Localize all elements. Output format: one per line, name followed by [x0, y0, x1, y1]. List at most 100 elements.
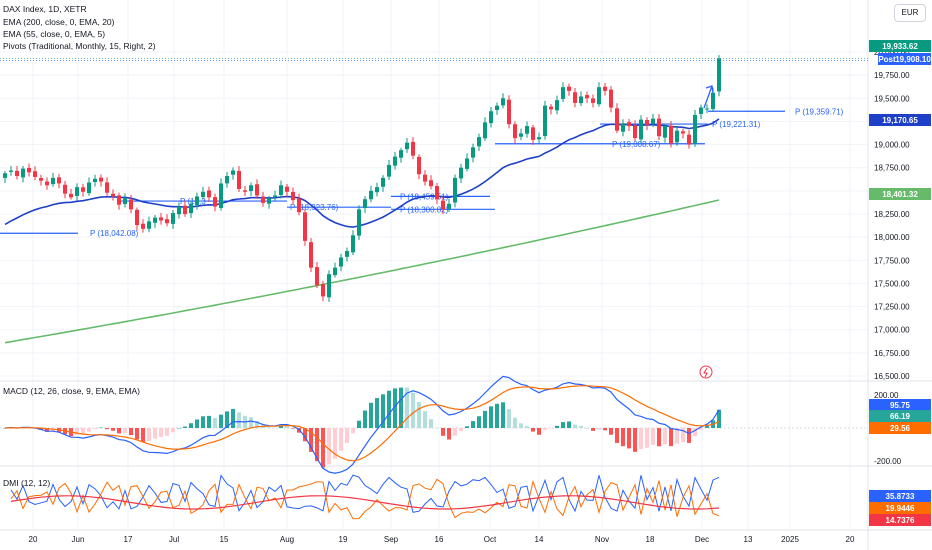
candle-body — [459, 167, 463, 179]
price-tick-label: 17,500.00 — [874, 279, 910, 288]
candle-body — [255, 184, 259, 196]
candle-body — [309, 242, 313, 268]
macd-signal-badge: 29.56 — [890, 424, 911, 433]
macd-histogram-bar — [183, 426, 187, 428]
macd-line — [4, 375, 720, 474]
candle-body — [675, 130, 679, 143]
macd-histogram-bar — [303, 428, 307, 442]
candle-body — [399, 150, 403, 158]
candle-body — [489, 111, 493, 124]
candle-body — [681, 131, 685, 134]
pivot-label: P (18,300.82) — [400, 205, 449, 214]
macd-histogram-bar — [207, 415, 211, 428]
candlestick-series[interactable] — [3, 55, 721, 302]
macd-histogram-bar — [597, 428, 601, 430]
macd-histogram-bar — [417, 402, 421, 428]
macd-histogram-bar — [171, 428, 175, 433]
candle-body — [471, 147, 475, 158]
candle-body — [711, 92, 715, 110]
macd-histogram-bar — [501, 402, 505, 428]
macd-histogram-bar — [471, 421, 475, 428]
macd-histogram-bar — [297, 428, 301, 433]
macd-histogram-bar — [519, 423, 523, 428]
candle-body — [315, 267, 319, 286]
candle-body — [291, 191, 295, 201]
legend-ema200[interactable]: EMA (200, close, 0, EMA, 20) — [3, 17, 115, 27]
macd-histogram-bar — [639, 428, 643, 450]
pivot-label: P (18,042.08) — [90, 229, 139, 238]
macd-histogram-bar — [393, 388, 397, 428]
macd-histogram-bar — [129, 428, 133, 436]
last-price-badge: 19,933.62 — [882, 42, 918, 51]
time-tick-label: Dec — [695, 535, 709, 544]
candle-body — [387, 164, 391, 177]
price-tick-label: 19,000.00 — [874, 141, 910, 150]
candle-body — [339, 257, 343, 267]
candle-body — [651, 118, 655, 124]
macd-histogram-bar — [435, 427, 439, 429]
macd-histogram-bar — [717, 409, 721, 428]
candle-body — [327, 274, 331, 298]
macd-histogram-bar — [615, 428, 619, 443]
ema-200-line[interactable] — [4, 199, 720, 344]
macd-histogram-bar — [489, 406, 493, 428]
macd-histogram-bar — [549, 428, 553, 429]
currency-button[interactable]: EUR — [894, 4, 926, 22]
macd-histogram-bar — [285, 426, 289, 428]
macd-histogram-bar — [153, 428, 157, 439]
legend-symbol[interactable]: DAX Index, 1D, XETR — [3, 4, 87, 14]
candle-body — [585, 95, 589, 99]
macd-signal-badge-bg — [869, 422, 931, 434]
candle-body — [69, 193, 73, 198]
candle-body — [483, 122, 487, 139]
macd-histogram-bar — [321, 428, 325, 468]
legend-dmi[interactable]: DMI (12, 12) — [3, 478, 51, 488]
candle-body — [369, 190, 373, 200]
candle-body — [105, 182, 109, 193]
candle-body — [609, 89, 613, 108]
dmi-pane[interactable] — [10, 474, 720, 520]
pivot-label: P (19,008.67) — [612, 140, 661, 149]
dmi-plus-badge-bg — [869, 490, 931, 502]
legend-pivots[interactable]: Pivots (Traditional, Monthly, 15, Right,… — [3, 41, 156, 51]
candle-body — [285, 186, 289, 192]
macd-histogram-bar — [651, 428, 655, 445]
legend-macd[interactable]: MACD (12, 26, close, 9, EMA, EMA) — [3, 386, 140, 396]
ema55-badge: 19,170.65 — [882, 116, 918, 125]
candle-body — [603, 86, 607, 91]
candle-body — [87, 182, 91, 194]
candle-body — [615, 108, 619, 131]
candle-body — [9, 170, 13, 172]
candle-body — [123, 198, 127, 205]
price-tick-label: 17,000.00 — [874, 326, 910, 335]
price-tick-label: 18,000.00 — [874, 233, 910, 242]
candle-body — [699, 107, 703, 115]
time-axis[interactable]: 20 Jun 17 Jul 15 Aug 19 Sep 16 Oct 14 Nov 18 Dec 13 202… — [29, 535, 855, 544]
candle-body — [57, 177, 61, 184]
macd-histogram-bar — [339, 428, 343, 451]
candle-body — [201, 191, 205, 198]
ema-55-line[interactable] — [4, 118, 720, 228]
macd-histogram-bar — [315, 428, 319, 462]
candle-body — [513, 124, 517, 139]
candle-body — [147, 221, 151, 229]
macd-pane[interactable] — [0, 375, 868, 474]
candle-body — [363, 199, 367, 208]
macd-histogram-bar — [561, 422, 565, 428]
macd-histogram-bar — [579, 426, 583, 428]
candle-body — [297, 198, 301, 213]
candle-body — [357, 209, 361, 236]
candle-body — [99, 177, 103, 182]
macd-histogram-bar — [225, 411, 229, 428]
macd-histogram-bar — [345, 428, 349, 443]
macd-histogram-bar — [525, 426, 529, 428]
macd-histogram-bar — [231, 408, 235, 428]
candle-body — [3, 173, 7, 178]
macd-histogram-bar — [483, 410, 487, 428]
macd-histogram-bar — [429, 419, 433, 428]
macd-histogram-bar — [357, 420, 361, 428]
candle-body — [267, 198, 271, 204]
macd-histogram-bar — [219, 414, 223, 428]
legend-ema55[interactable]: EMA (55, close, 0, EMA, 5) — [3, 29, 106, 39]
